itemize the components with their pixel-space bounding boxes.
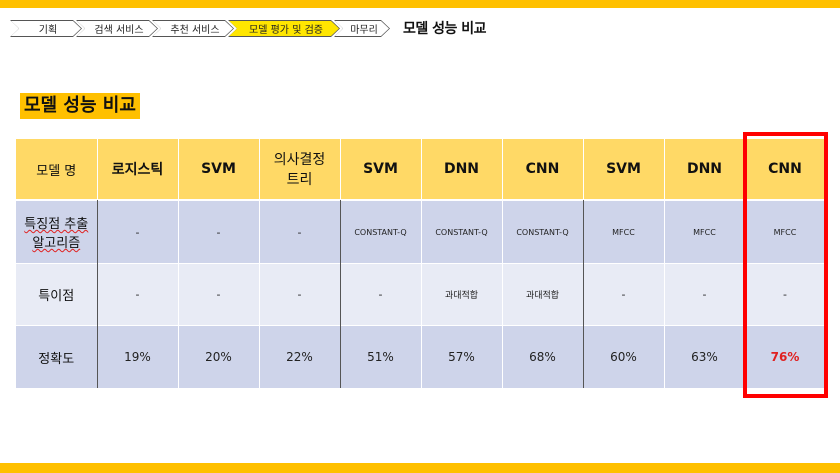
top-accent-bar xyxy=(0,0,840,8)
breadcrumb-item-planning[interactable]: 기획 xyxy=(10,20,82,37)
column-header: SVM xyxy=(583,139,665,202)
row-label: 특이점 xyxy=(16,263,98,327)
table-cell: - xyxy=(664,263,746,327)
row-label: 정확도 xyxy=(16,325,98,388)
table-cell-best-accuracy: 76% xyxy=(745,325,826,388)
section-title: 모델 성능 비교 xyxy=(20,93,140,119)
breadcrumb-item-model-evaluation[interactable]: 모델 평가 및 검증 xyxy=(228,20,340,37)
column-header: 모델 명 xyxy=(16,139,98,202)
column-divider xyxy=(340,200,341,388)
table-cell: - xyxy=(178,200,260,264)
table-cell: 과대적합 xyxy=(421,263,503,327)
breadcrumb-label: 검색 서비스 xyxy=(94,25,144,36)
table-cell: 63% xyxy=(664,325,746,388)
table-row: 특이점 - - - - 과대적합 과대적합 - - - xyxy=(16,263,826,327)
column-header: DNN xyxy=(421,139,503,202)
row-label: 특징점 추출 알고리즘 xyxy=(16,200,98,264)
table-cell: - xyxy=(259,263,341,327)
table-cell: 과대적합 xyxy=(502,263,584,327)
table-cell: 68% xyxy=(502,325,584,388)
breadcrumb: 기획 검색 서비스 추천 서비스 모델 평가 및 검증 마무리 xyxy=(10,20,390,37)
table-cell: MFCC xyxy=(583,200,665,264)
table-cell: 57% xyxy=(421,325,503,388)
table-header-row: 모델 명 로지스틱 SVM 의사결정 트리 SVM DNN CNN SVM DN… xyxy=(16,139,826,202)
table-cell: - xyxy=(97,263,179,327)
column-header: CNN xyxy=(745,139,826,202)
table-cell: 20% xyxy=(178,325,260,388)
table-cell: MFCC xyxy=(745,200,826,264)
table-cell: - xyxy=(745,263,826,327)
column-header: SVM xyxy=(178,139,260,202)
column-header: DNN xyxy=(664,139,746,202)
column-divider xyxy=(97,200,98,388)
table-cell: 60% xyxy=(583,325,665,388)
table-cell: - xyxy=(340,263,422,327)
breadcrumb-label: 마무리 xyxy=(350,25,378,36)
breadcrumb-item-wrap-up[interactable]: 마무리 xyxy=(334,20,390,37)
table-cell: MFCC xyxy=(664,200,746,264)
table-cell: 22% xyxy=(259,325,341,388)
breadcrumb-item-search-service[interactable]: 검색 서비스 xyxy=(76,20,158,37)
breadcrumb-label: 기획 xyxy=(38,25,58,36)
breadcrumb-label: 모델 평가 및 검증 xyxy=(249,25,323,36)
breadcrumb-item-recommend-service[interactable]: 추천 서비스 xyxy=(152,20,234,37)
table-cell: CONSTANT-Q xyxy=(502,200,584,264)
table-row: 정확도 19% 20% 22% 51% 57% 68% 60% 63% 76% xyxy=(16,325,826,388)
column-header: 의사결정 트리 xyxy=(259,139,341,202)
table-cell: 19% xyxy=(97,325,179,388)
table-cell: 51% xyxy=(340,325,422,388)
best-model-highlight-box xyxy=(743,132,828,398)
column-header: SVM xyxy=(340,139,422,202)
column-divider xyxy=(583,200,584,388)
breadcrumb-label: 추천 서비스 xyxy=(170,25,220,36)
table-cell: CONSTANT-Q xyxy=(340,200,422,264)
table-cell: - xyxy=(259,200,341,264)
table-cell: - xyxy=(583,263,665,327)
table-cell: - xyxy=(97,200,179,264)
table-cell: - xyxy=(178,263,260,327)
bottom-accent-bar xyxy=(0,463,840,473)
table-row: 특징점 추출 알고리즘 - - - CONSTANT-Q CONSTANT-Q … xyxy=(16,200,826,264)
table-cell: CONSTANT-Q xyxy=(421,200,503,264)
column-header: CNN xyxy=(502,139,584,202)
model-comparison-table: 모델 명 로지스틱 SVM 의사결정 트리 SVM DNN CNN SVM DN… xyxy=(16,139,826,388)
page-title: 모델 성능 비교 xyxy=(403,21,487,37)
column-header: 로지스틱 xyxy=(97,139,179,202)
